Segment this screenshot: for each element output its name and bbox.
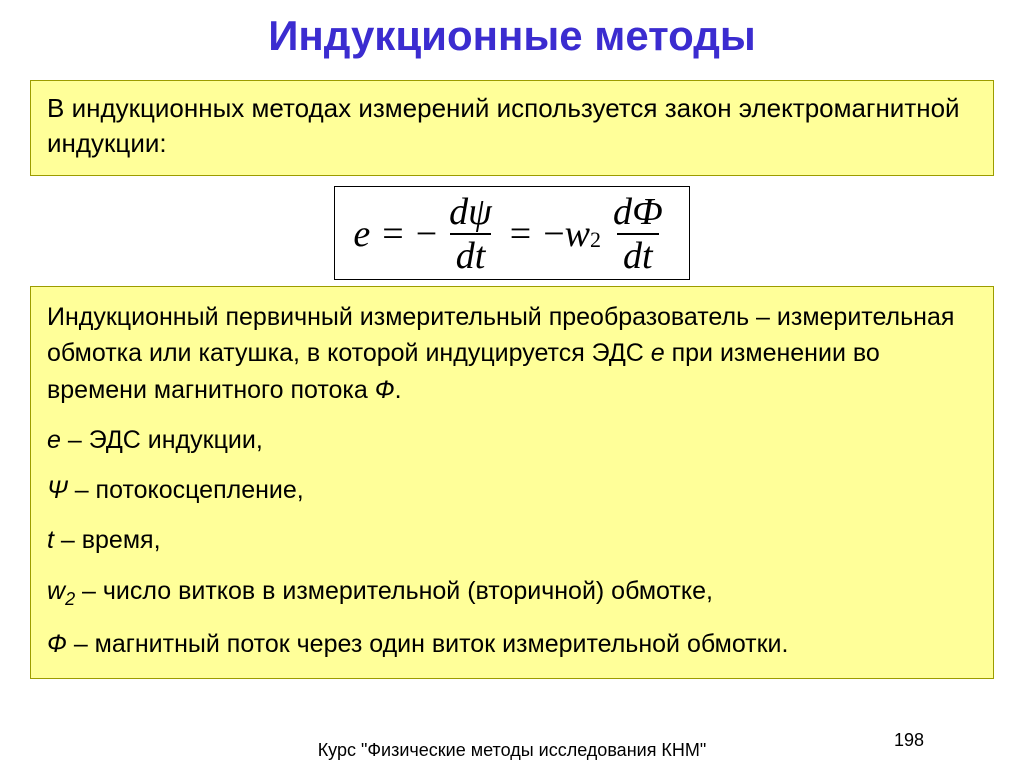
minus-2: −	[543, 212, 564, 256]
minus-1: −	[416, 212, 437, 256]
def-t: t – время,	[47, 522, 977, 558]
frac1-den: dt	[450, 233, 492, 275]
def-e: е – ЭДС индукции,	[47, 422, 977, 458]
formula-area: e = − dψ dt = − w2 dФ dt	[30, 178, 994, 286]
formula-lhs: e	[353, 212, 370, 256]
def-w2: w2 – число витков в измерительной (втори…	[47, 573, 977, 612]
fraction-2: dФ dt	[607, 193, 669, 275]
slide-title: Индукционные методы	[30, 12, 994, 60]
frac1-num: dψ	[443, 193, 498, 233]
definitions-box: Индукционный первичный измерительный пре…	[30, 286, 994, 679]
intro-text: В индукционных методах измерений использ…	[47, 93, 960, 158]
frac2-den: dt	[617, 233, 659, 275]
equals-1: =	[382, 212, 403, 256]
def-psi: Ψ – потокосцепление,	[47, 472, 977, 508]
definition-paragraph: Индукционный первичный измерительный пре…	[47, 299, 977, 408]
intro-box: В индукционных методах измерений использ…	[30, 80, 994, 176]
emf-formula: e = − dψ dt = − w2 dФ dt	[334, 186, 689, 280]
equals-2: =	[510, 212, 531, 256]
page-number: 198	[894, 730, 924, 751]
coef-sub: 2	[590, 227, 601, 253]
frac2-num: dФ	[607, 193, 669, 233]
def-phi: Ф – магнитный поток через один виток изм…	[47, 626, 977, 662]
coef-w: w	[565, 212, 590, 256]
fraction-1: dψ dt	[443, 193, 498, 275]
footer-text: Курс "Физические методы исследования КНМ…	[0, 740, 1024, 761]
